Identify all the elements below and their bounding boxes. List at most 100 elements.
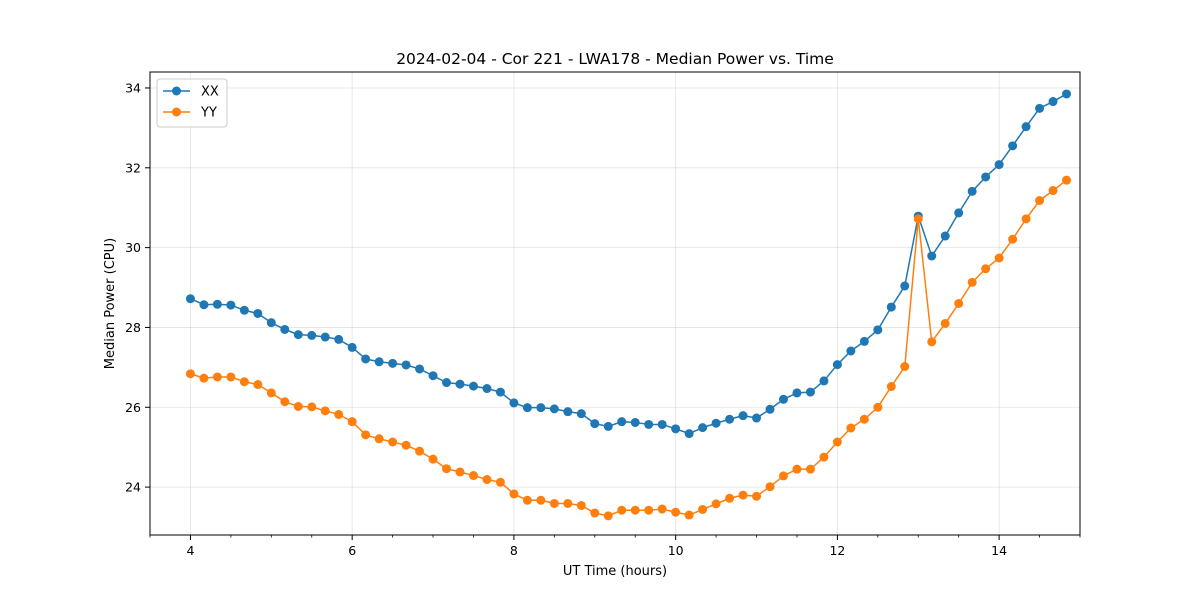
data-point-xx [415,364,425,374]
data-point-yy [684,510,694,520]
data-point-yy [927,337,937,347]
data-point-yy [1048,186,1058,196]
chart-title: 2024-02-04 - Cor 221 - LWA178 - Median P… [396,50,834,68]
data-point-xx [778,394,788,404]
data-point-yy [415,446,425,456]
data-point-yy [334,409,344,419]
data-point-xx [940,231,950,241]
data-point-yy [563,498,573,508]
x-tick-label: 12 [829,543,845,558]
legend-label-xx: XX [201,85,219,100]
data-point-yy [819,452,829,462]
series-layer [185,89,1072,521]
data-point-yy [226,372,236,382]
data-point-xx [738,411,748,421]
data-point-yy [859,414,869,424]
data-point-xx [428,371,438,381]
data-point-yy [495,477,505,487]
data-point-xx [805,387,815,397]
data-point-xx [536,403,546,413]
data-point-yy [603,511,613,521]
data-point-yy [805,464,815,474]
data-point-xx [266,318,276,328]
data-point-xx [698,423,708,433]
data-point-xx [859,336,869,346]
x-tick-label: 8 [510,543,518,558]
legend-marker-yy [172,107,181,117]
data-point-yy [266,388,276,398]
data-point-yy [361,430,371,440]
data-point-xx [199,300,209,310]
data-point-xx [509,398,519,408]
data-point-xx [253,308,263,318]
data-point-xx [1021,122,1031,132]
x-axis-label: UT Time (hours) [563,564,667,579]
legend-label-yy: YY [200,106,217,121]
data-point-xx [590,419,600,429]
data-point-yy [900,362,910,372]
x-tick-label: 4 [186,543,194,558]
data-point-xx [374,357,384,367]
data-point-yy [212,372,222,382]
data-point-yy [954,299,964,308]
x-tick-label: 6 [348,543,356,558]
data-point-xx [752,413,762,423]
data-point-xx [307,330,317,340]
data-point-xx [468,381,478,391]
data-point-xx [603,421,613,431]
data-point-xx [320,332,330,342]
data-point-xx [671,424,681,434]
data-point-yy [468,471,478,481]
data-point-xx [482,384,492,394]
data-point-yy [442,464,452,474]
data-point-xx [293,330,303,340]
data-point-xx [576,409,586,419]
data-point-xx [832,360,842,370]
data-point-xx [549,404,559,414]
data-point-xx [711,418,721,428]
data-point-yy [832,437,842,447]
data-point-yy [536,495,546,505]
data-point-xx [495,387,505,397]
data-point-yy [981,264,991,274]
y-axis-label: Median Power (CPU) [103,238,118,369]
series-xx [185,89,1072,439]
y-tick-label: 32 [125,160,141,175]
data-point-yy [698,504,708,514]
data-point-yy [549,498,559,508]
data-point-xx [522,403,532,413]
data-point-xx [846,346,856,356]
data-point-xx [280,324,290,334]
data-point-xx [981,172,991,182]
data-point-xx [873,325,883,335]
legend-marker-xx [172,86,181,96]
data-point-xx [725,414,735,424]
data-point-yy [752,491,762,501]
data-point-yy [1008,234,1018,244]
data-point-xx [334,334,344,344]
y-tick-label: 26 [125,400,141,415]
data-point-yy [630,505,640,515]
data-point-yy [388,437,398,447]
data-point-yy [239,377,249,387]
data-point-yy [940,318,950,328]
x-tick-label: 14 [991,543,1007,558]
y-tick-label: 28 [125,320,141,335]
data-point-yy [455,467,465,477]
data-point-xx [185,294,195,304]
data-point-xx [657,419,667,429]
data-point-yy [873,402,883,412]
data-point-xx [765,404,775,414]
data-point-yy [590,508,600,518]
data-point-xx [388,358,398,368]
data-point-xx [1035,103,1045,113]
data-point-yy [994,253,1004,263]
data-point-xx [1008,141,1018,151]
data-point-yy [738,490,748,500]
data-point-xx [1048,97,1058,107]
data-point-xx [442,378,452,388]
data-point-xx [900,281,910,291]
data-point-yy [320,406,330,416]
data-point-yy [401,440,411,450]
